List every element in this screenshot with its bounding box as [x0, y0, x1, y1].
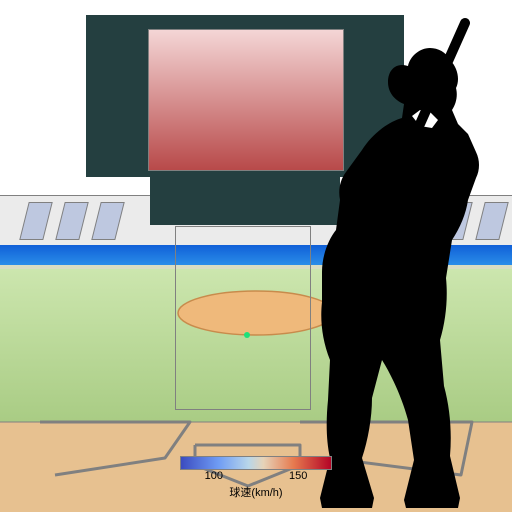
pitch-location-chart: 100 150 球速(km/h) — [0, 0, 512, 512]
velocity-colorbar: 100 150 球速(km/h) — [180, 456, 332, 500]
colorbar-gradient — [180, 456, 332, 470]
colorbar-ticks: 100 150 — [180, 470, 332, 484]
batter-silhouette — [0, 0, 512, 512]
colorbar-tick: 100 — [205, 470, 223, 482]
colorbar-label: 球速(km/h) — [180, 484, 332, 500]
colorbar-tick: 150 — [289, 470, 307, 482]
